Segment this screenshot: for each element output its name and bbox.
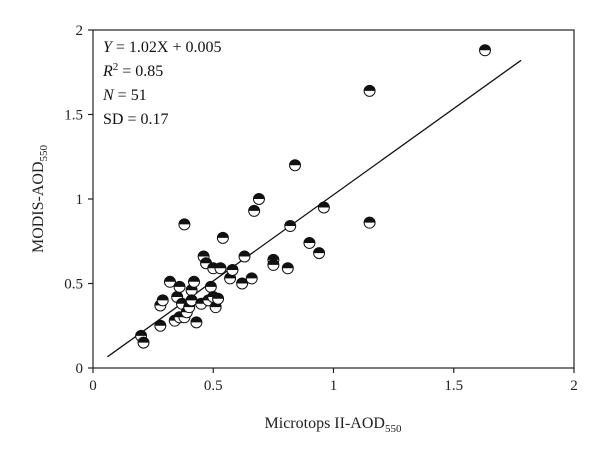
data-point bbox=[154, 319, 167, 332]
y-tick-label: 0 bbox=[76, 361, 84, 377]
stats-equation: Y = 1.02X + 0.005 bbox=[103, 39, 222, 56]
data-point bbox=[173, 280, 186, 293]
data-point bbox=[212, 292, 225, 305]
data-point bbox=[289, 159, 302, 172]
plot-frame bbox=[92, 29, 575, 369]
data-point bbox=[317, 201, 330, 214]
data-point bbox=[252, 193, 265, 205]
data-point bbox=[185, 294, 198, 307]
data-point bbox=[178, 218, 191, 231]
data-point bbox=[313, 247, 326, 260]
data-point bbox=[137, 336, 150, 349]
data-point bbox=[226, 263, 239, 276]
stats-sd: SD = 0.17 bbox=[103, 111, 168, 128]
stats-n: N = 51 bbox=[102, 87, 147, 104]
y-axis-title: MODIS-AOD550 bbox=[30, 144, 50, 253]
x-tick-label: 1 bbox=[330, 378, 338, 394]
data-point bbox=[363, 216, 376, 229]
fit-line-group bbox=[107, 59, 522, 358]
fit-line bbox=[107, 59, 522, 358]
x-tick-label: 0.5 bbox=[204, 378, 223, 394]
axis-ticks: 0 0.5 1 1.5 2 0 0.5 1 1.5 2 bbox=[64, 23, 578, 394]
stats-r2: R2 = 0.85 bbox=[102, 61, 163, 80]
data-point bbox=[236, 277, 249, 290]
data-point bbox=[245, 272, 258, 285]
data-points bbox=[135, 44, 492, 349]
y-tick-label: 1 bbox=[76, 192, 84, 208]
data-point bbox=[204, 280, 217, 293]
data-point bbox=[190, 316, 203, 329]
y-tick-label: 2 bbox=[76, 23, 84, 39]
data-point bbox=[363, 84, 376, 97]
x-axis-title: Microtops II-AOD550 bbox=[265, 415, 402, 435]
x-tick-label: 0 bbox=[89, 378, 97, 394]
data-point bbox=[284, 220, 297, 233]
x-tick-label: 1.5 bbox=[444, 378, 463, 394]
x-tick-label: 2 bbox=[570, 378, 578, 394]
data-point bbox=[267, 258, 280, 271]
data-point bbox=[248, 204, 261, 217]
data-point bbox=[479, 44, 492, 57]
data-point bbox=[216, 231, 229, 244]
data-point bbox=[163, 275, 176, 288]
data-point bbox=[238, 250, 251, 263]
y-tick-label: 1.5 bbox=[64, 108, 83, 124]
data-point bbox=[303, 236, 316, 249]
data-point bbox=[156, 294, 169, 307]
data-point bbox=[214, 262, 227, 275]
data-point bbox=[188, 275, 201, 288]
y-tick-label: 0.5 bbox=[64, 277, 83, 293]
data-point bbox=[281, 262, 294, 275]
